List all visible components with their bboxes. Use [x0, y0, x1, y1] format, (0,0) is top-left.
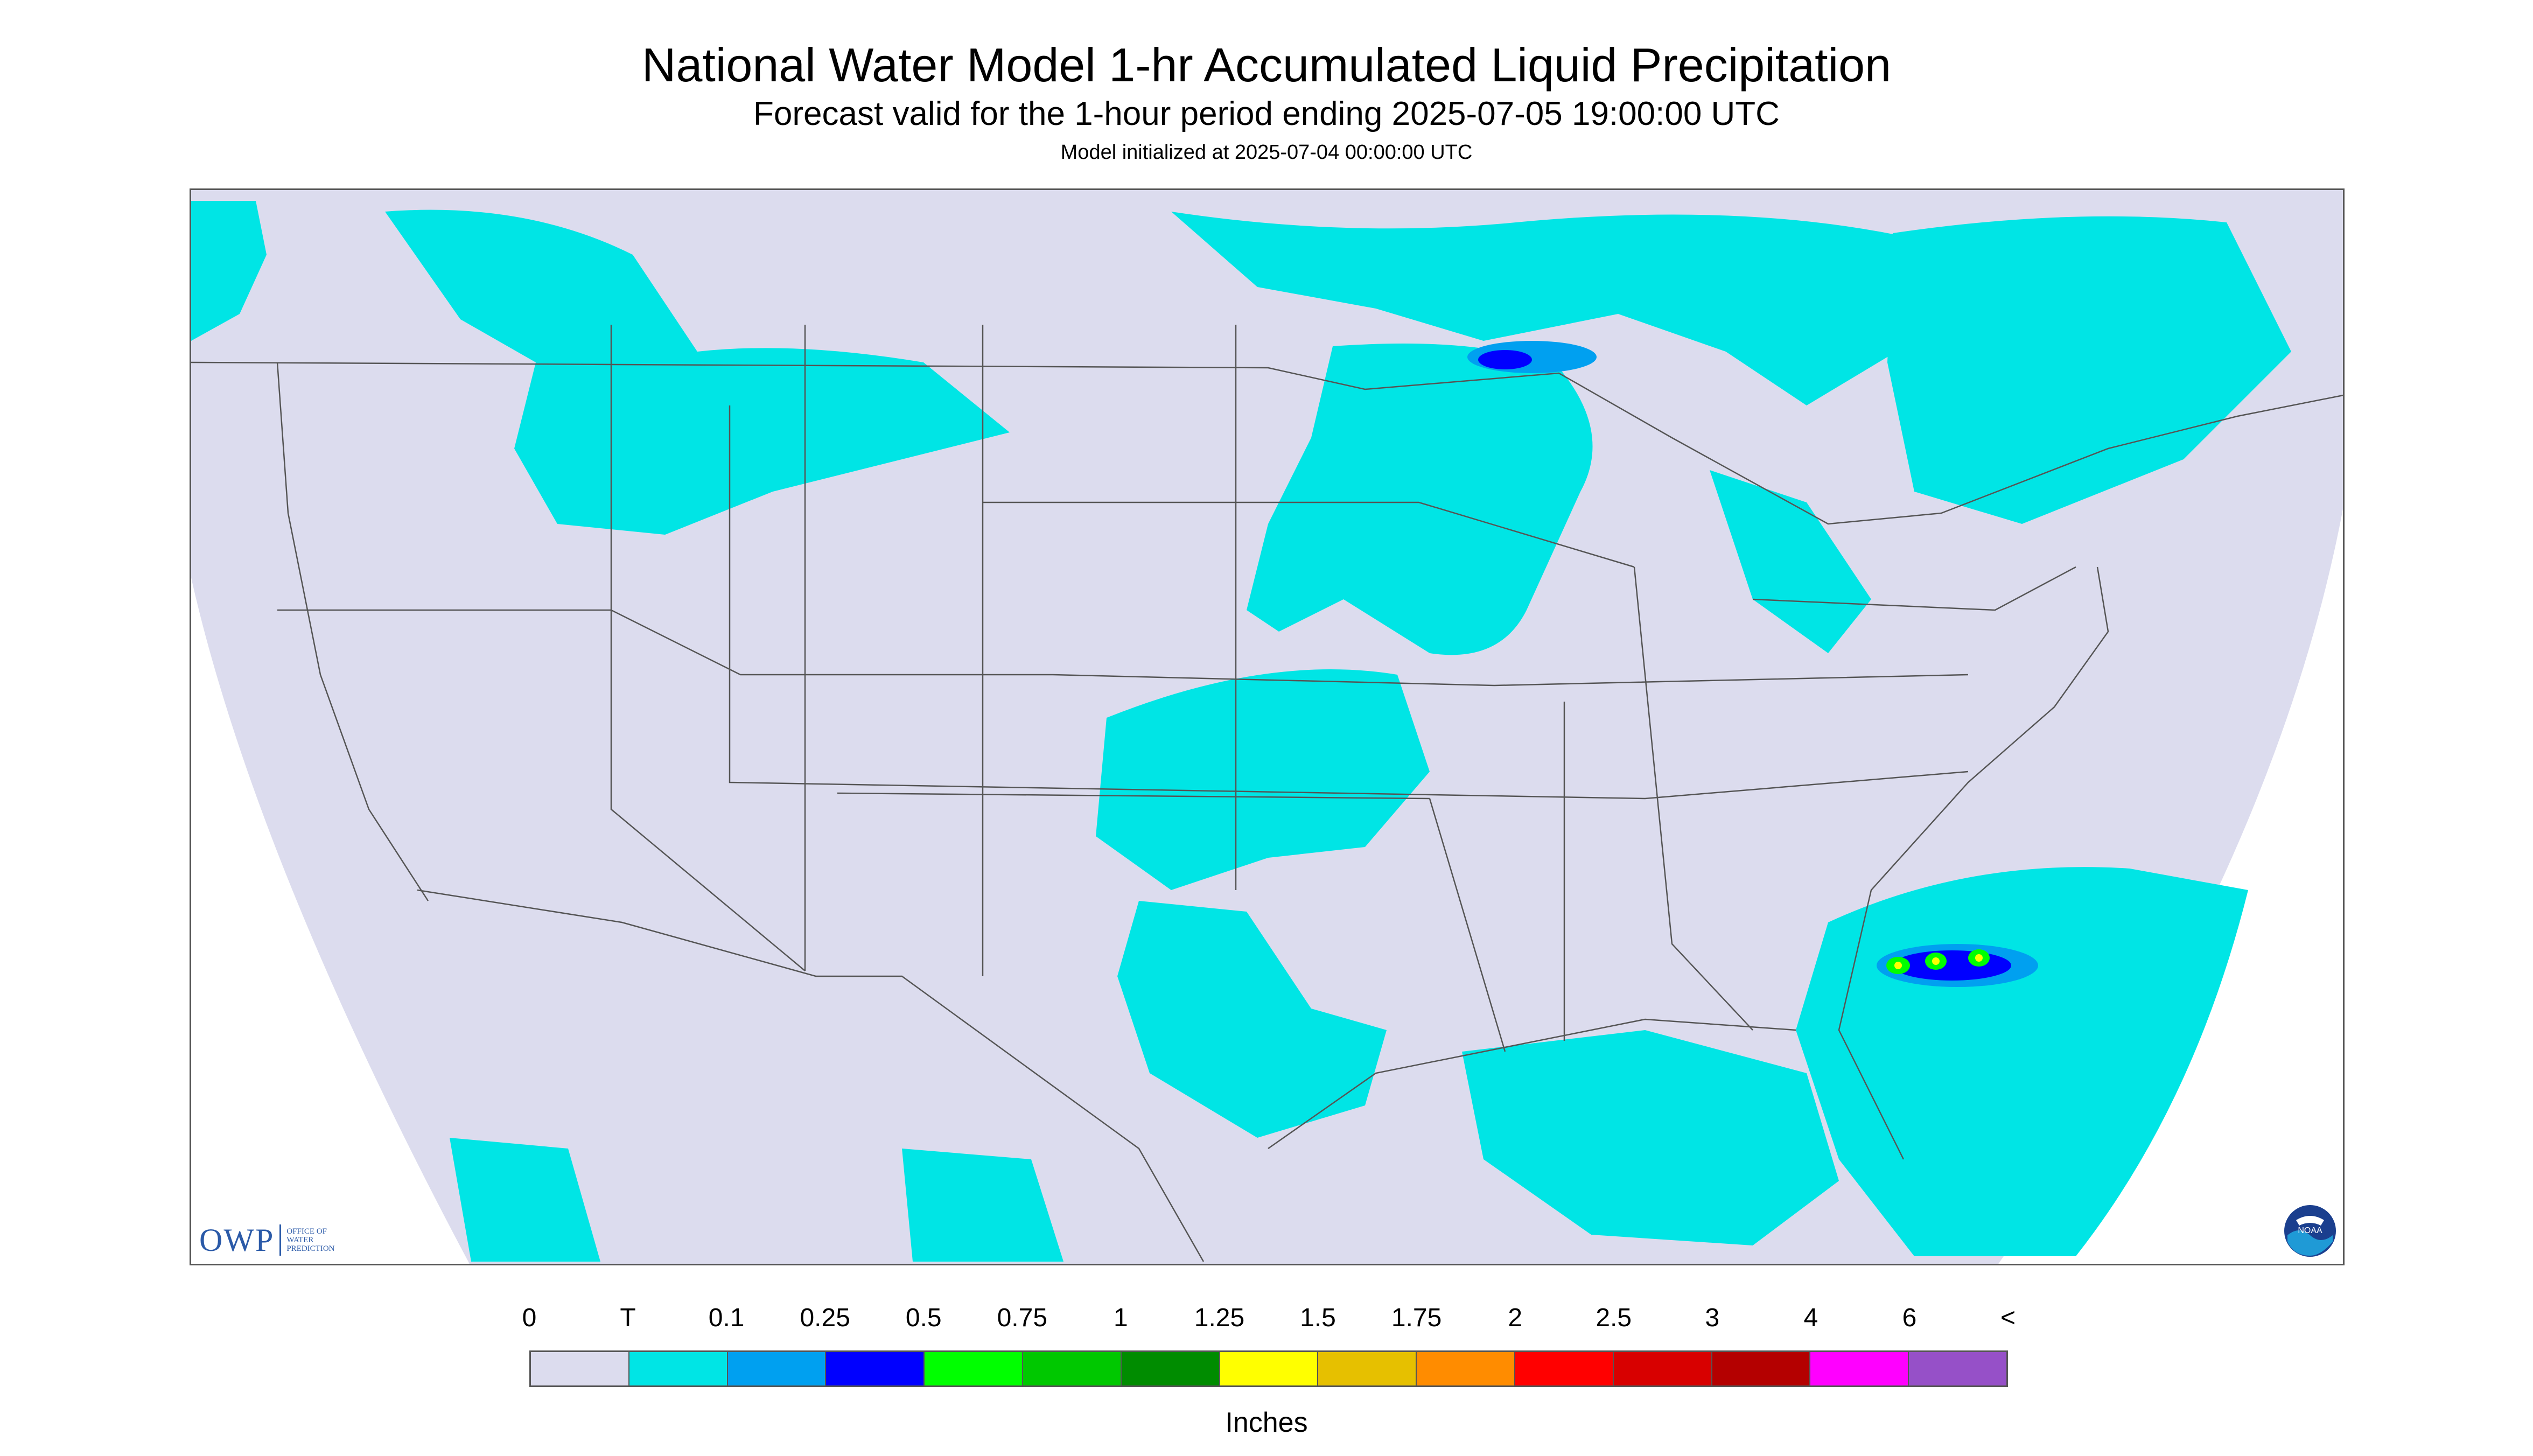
- east-coast: [1838, 566, 2109, 1160]
- precip-yellow-cell-2: [1932, 957, 1940, 965]
- legend-swatch: [727, 1352, 827, 1385]
- state-line-7: [983, 501, 1635, 568]
- legend-label: 0.1: [708, 1304, 745, 1332]
- forecast-valid-subtitle: Forecast valid for the 1-hour period end…: [753, 95, 1780, 132]
- gulf-coast: [1268, 1018, 1796, 1150]
- legend-swatch: [826, 1352, 925, 1385]
- legend-label: 1.75: [1391, 1304, 1442, 1332]
- precip-area-pacific-northwest: [191, 201, 267, 341]
- legend-swatch: [629, 1352, 728, 1385]
- precip-trace-areas: [191, 201, 2291, 1262]
- precip-area-central-plains: [1096, 669, 1430, 890]
- owp-logo-text: OFFICE OF WATER PREDICTION: [286, 1227, 334, 1253]
- state-line-6: [729, 405, 1969, 800]
- precip-area-canada-band: [1171, 212, 1914, 405]
- precip-area-mexico-central: [902, 1149, 1063, 1262]
- legend-label: 3: [1705, 1304, 1720, 1332]
- legend-swatch: [1810, 1352, 1909, 1385]
- noaa-logo-icon: NOAA: [2284, 1205, 2336, 1257]
- legend-swatch: [1515, 1352, 1614, 1385]
- legend-label: 2.5: [1596, 1304, 1632, 1332]
- owp-logo-divider: [279, 1224, 282, 1256]
- legend-swatch: [1220, 1352, 1319, 1385]
- precip-core-lake-superior: [1478, 350, 1532, 369]
- legend-swatch: [1121, 1352, 1220, 1385]
- us-mexico-border: [417, 889, 1205, 1262]
- legend-label: 1.25: [1194, 1304, 1245, 1332]
- precip-area-mexico-south: [450, 1138, 600, 1262]
- precip-area-great-lakes: [1710, 470, 1871, 653]
- precip-area-upper-midwest: [1247, 344, 1593, 655]
- precip-core-atlantic: [1893, 950, 2011, 981]
- legend-swatch: [1909, 1352, 2006, 1385]
- noaa-logo-text: NOAA: [2298, 1226, 2322, 1235]
- state-line-12: [1752, 566, 2076, 611]
- legend-label: 0.5: [905, 1304, 942, 1332]
- model-init-line: Model initialized at 2025-07-04 00:00:00…: [1060, 141, 1473, 164]
- legend-labels: 0 T 0.1 0.25 0.5 0.75 1 1.25 1.5 1.75 2 …: [522, 1303, 2016, 1335]
- precip-area-gulf-coast: [1462, 1030, 1839, 1245]
- us-canada-border: [191, 361, 2343, 525]
- state-line-9: [1429, 798, 1506, 1052]
- legend-swatch: [1318, 1352, 1417, 1385]
- legend-swatch: [1417, 1352, 1515, 1385]
- precip-area-northeast: [1887, 216, 2291, 524]
- precip-moderate-areas: [1467, 341, 2038, 987]
- owp-logo-line2: WATER: [286, 1236, 314, 1244]
- owp-logo: OWP OFFICE OF WATER PREDICTION: [199, 1221, 335, 1259]
- legend-swatch: [1712, 1352, 1811, 1385]
- west-coast: [276, 362, 429, 901]
- map-title: National Water Model 1-hr Accumulated Li…: [641, 38, 1892, 92]
- legend-color-bar: [529, 1350, 2008, 1387]
- state-line-2: [610, 325, 806, 971]
- legend-label: 0: [522, 1304, 537, 1332]
- legend-units: Inches: [1225, 1407, 1308, 1438]
- precip-yellow-cell-3: [1975, 954, 1983, 962]
- owp-logo-line1: OFFICE OF: [286, 1227, 327, 1236]
- legend-swatch: [531, 1352, 629, 1385]
- state-line-1: [277, 609, 1969, 687]
- precipitation-map: [190, 188, 2345, 1265]
- legend-swatch: [925, 1352, 1023, 1385]
- legend-label: 2: [1508, 1304, 1523, 1332]
- precip-yellow-cell-1: [1894, 962, 1902, 969]
- legend-label: <: [2000, 1304, 2016, 1332]
- legend-label: 0.25: [800, 1304, 850, 1332]
- owp-logo-line3: PREDICTION: [286, 1244, 335, 1253]
- precip-area-texas-south: [1117, 901, 1387, 1138]
- legend-swatch: [1613, 1352, 1712, 1385]
- legend-label: 1.5: [1300, 1304, 1336, 1332]
- legend-label: T: [620, 1304, 636, 1332]
- legend-swatch: [1023, 1352, 1122, 1385]
- map-canvas: [191, 190, 2343, 1264]
- legend-label: 6: [1902, 1304, 1917, 1332]
- boundary-lines: [191, 325, 2343, 1262]
- state-line-11: [1633, 566, 1753, 1031]
- legend-label: 4: [1803, 1304, 1818, 1332]
- legend-label: 0.75: [997, 1304, 1048, 1332]
- owp-logo-letters: OWP: [199, 1222, 275, 1258]
- legend-label: 1: [1114, 1304, 1128, 1332]
- precip-area-northern-rockies: [385, 209, 1010, 535]
- state-line-8: [837, 792, 1430, 800]
